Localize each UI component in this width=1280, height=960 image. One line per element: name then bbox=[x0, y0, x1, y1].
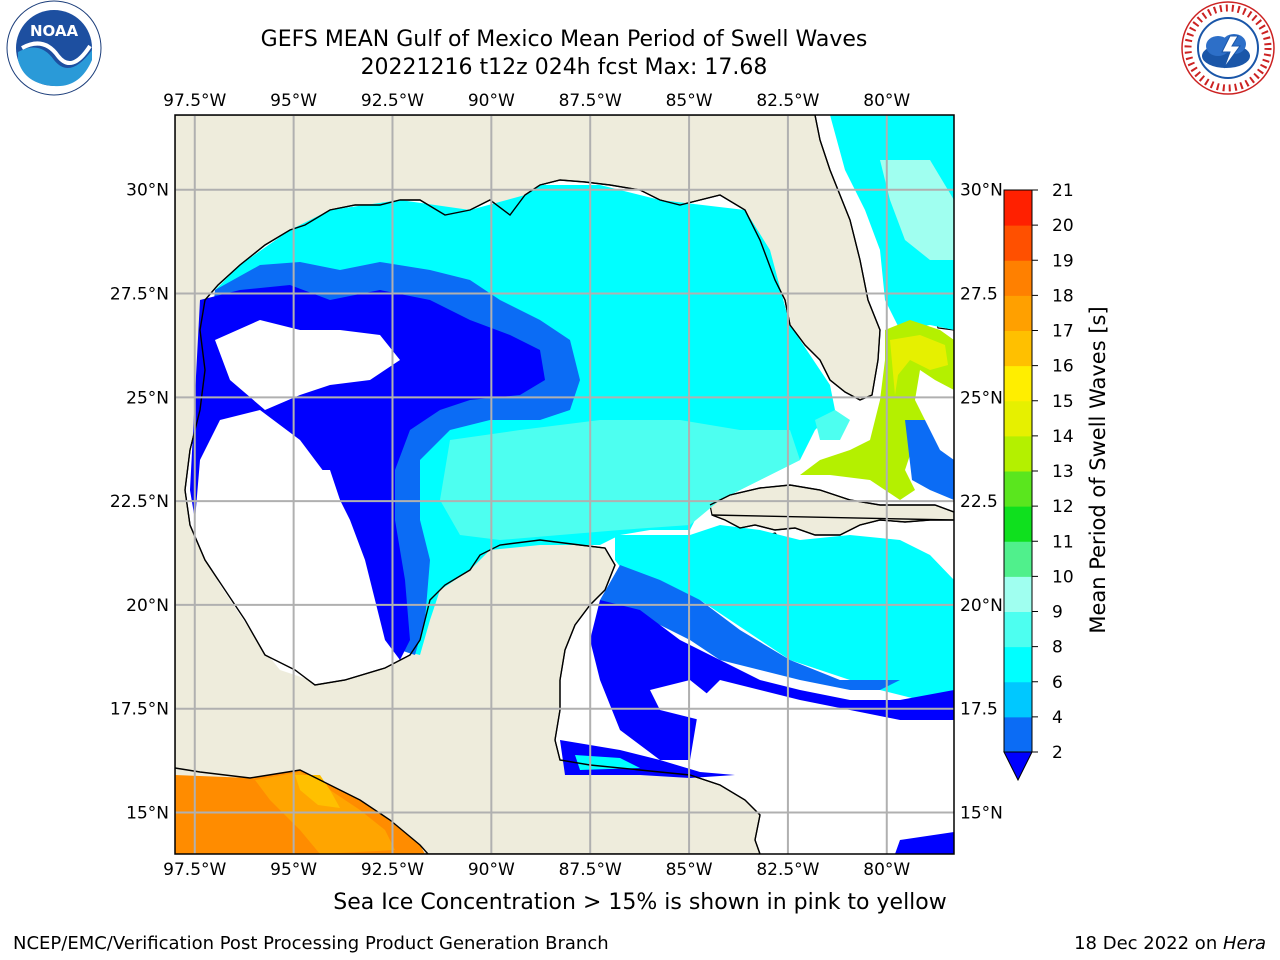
lon-tick-bottom: 95°W bbox=[270, 860, 317, 880]
lat-tick-left: 17.5°N bbox=[110, 700, 169, 720]
svg-text:NOAA: NOAA bbox=[30, 22, 79, 40]
colorbar-segment bbox=[1004, 330, 1032, 367]
colorbar-tick-label: 6 bbox=[1052, 673, 1063, 693]
chart-title: GEFS MEAN Gulf of Mexico Mean Period of … bbox=[260, 27, 868, 52]
lon-tick-top: 90°W bbox=[468, 91, 515, 111]
colorbar-tick-label: 19 bbox=[1052, 251, 1074, 271]
lat-tick-right: 17.5 bbox=[960, 700, 998, 720]
colorbar-tick-label: 18 bbox=[1052, 286, 1074, 306]
colorbar-tick-label: 16 bbox=[1052, 357, 1074, 377]
footer-host: Hera bbox=[1222, 933, 1266, 954]
lat-tick-right: 15°N bbox=[960, 803, 1003, 823]
lon-tick-top: 95°W bbox=[270, 91, 317, 111]
lon-tick-top: 82.5°W bbox=[756, 91, 819, 111]
map-area bbox=[175, 115, 954, 854]
lon-ticks-top: 97.5°W 95°W 92.5°W 90°W 87.5°W 85°W 82.5°W 80°W bbox=[163, 91, 910, 111]
lat-tick-left: 22.5°N bbox=[110, 492, 169, 512]
lon-tick-bottom: 92.5°W bbox=[361, 860, 424, 880]
nws-logo bbox=[1181, 1, 1275, 95]
lon-ticks-bottom: 97.5°W 95°W 92.5°W 90°W 87.5°W 85°W 82.5°W 80°W bbox=[163, 860, 910, 880]
footer-date: 18 Dec 2022 on Hera bbox=[1074, 933, 1266, 954]
lat-tick-left: 30°N bbox=[126, 181, 169, 201]
chart-subtitle: 20221216 t12z 024h fcst Max: 17.68 bbox=[360, 55, 768, 80]
colorbar-tick-label: 2 bbox=[1052, 743, 1063, 763]
lon-tick-top: 92.5°W bbox=[361, 91, 424, 111]
lon-tick-bottom: 82.5°W bbox=[756, 860, 819, 880]
lon-tick-top: 85°W bbox=[666, 91, 713, 111]
colorbar-segment bbox=[1004, 295, 1032, 331]
colorbar-segment bbox=[1004, 400, 1032, 437]
lat-tick-left: 15°N bbox=[126, 803, 169, 823]
colorbar-tick-label: 15 bbox=[1052, 392, 1074, 412]
gulf-swell-field bbox=[190, 115, 954, 854]
colorbar-label: Mean Period of Swell Waves [s] bbox=[1086, 306, 1110, 633]
footer-date-text: 18 Dec 2022 on bbox=[1074, 933, 1223, 954]
lon-tick-top: 87.5°W bbox=[559, 91, 622, 111]
lon-tick-bottom: 97.5°W bbox=[163, 860, 226, 880]
colorbar: 2 4 6 8 9 10 11 12 13 14 15 16 17 18 19 20 21 bbox=[1003, 181, 1074, 782]
colorbar-tick-label: 21 bbox=[1052, 181, 1074, 201]
lat-tick-right: 20°N bbox=[960, 596, 1003, 616]
lon-tick-bottom: 90°W bbox=[468, 860, 515, 880]
colorbar-segment bbox=[1004, 611, 1032, 648]
lat-tick-left: 25°N bbox=[126, 388, 169, 408]
colorbar-segment bbox=[1004, 471, 1032, 507]
colorbar-segment bbox=[1004, 541, 1032, 577]
colorbar-tick-label: 12 bbox=[1052, 497, 1074, 517]
lat-tick-right: 30°N bbox=[960, 181, 1003, 201]
lat-tick-left: 27.5°N bbox=[110, 285, 169, 305]
colorbar-segment bbox=[1004, 190, 1032, 226]
lat-ticks-right: 30°N 27.5 25°N 22.5 20°N 17.5 15°N bbox=[960, 181, 1003, 824]
map-frame bbox=[174, 114, 955, 855]
colorbar-tick-label: 13 bbox=[1052, 462, 1074, 482]
colorbar-segment bbox=[1004, 435, 1032, 472]
colorbar-tick-label: 11 bbox=[1052, 532, 1074, 552]
colorbar-segment bbox=[1004, 716, 1032, 753]
lat-tick-left: 20°N bbox=[126, 596, 169, 616]
colorbar-segment bbox=[1004, 225, 1032, 261]
colorbar-tick-label: 20 bbox=[1052, 216, 1074, 236]
lat-tick-right: 25°N bbox=[960, 388, 1003, 408]
colorbar-segment bbox=[1004, 260, 1032, 296]
sea-ice-note: Sea Ice Concentration > 15% is shown in … bbox=[333, 890, 947, 915]
colorbar-tick-label: 14 bbox=[1052, 427, 1074, 447]
noaa-logo: NOAA bbox=[6, 0, 102, 96]
colorbar-tick-label: 10 bbox=[1052, 567, 1074, 587]
gridlines bbox=[175, 115, 954, 854]
colorbar-segment bbox=[1004, 576, 1032, 612]
colorbar-segment bbox=[1004, 646, 1032, 683]
lon-tick-bottom: 85°W bbox=[666, 860, 713, 880]
colorbar-segment bbox=[1004, 681, 1032, 718]
colorbar-tick-label: 8 bbox=[1052, 638, 1063, 658]
colorbar-segment bbox=[1004, 506, 1032, 542]
lon-tick-bottom: 80°W bbox=[863, 860, 910, 880]
colorbar-tick-label: 4 bbox=[1052, 708, 1063, 728]
footer-branch: NCEP/EMC/Verification Post Processing Pr… bbox=[13, 933, 609, 954]
lon-tick-top: 97.5°W bbox=[163, 91, 226, 111]
colorbar-segment bbox=[1004, 365, 1032, 402]
colorbar-under-arrow bbox=[1003, 751, 1033, 782]
lat-tick-right: 27.5 bbox=[960, 285, 998, 305]
lon-tick-top: 80°W bbox=[863, 91, 910, 111]
coastline-layer bbox=[175, 115, 954, 854]
lon-tick-bottom: 87.5°W bbox=[559, 860, 622, 880]
lat-tick-right: 22.5 bbox=[960, 492, 998, 512]
lat-ticks-left: 30°N 27.5°N 25°N 22.5°N 20°N 17.5°N 15°N bbox=[110, 181, 169, 824]
colorbar-tick-label: 17 bbox=[1052, 322, 1074, 342]
colorbar-tick-label: 9 bbox=[1052, 603, 1063, 623]
